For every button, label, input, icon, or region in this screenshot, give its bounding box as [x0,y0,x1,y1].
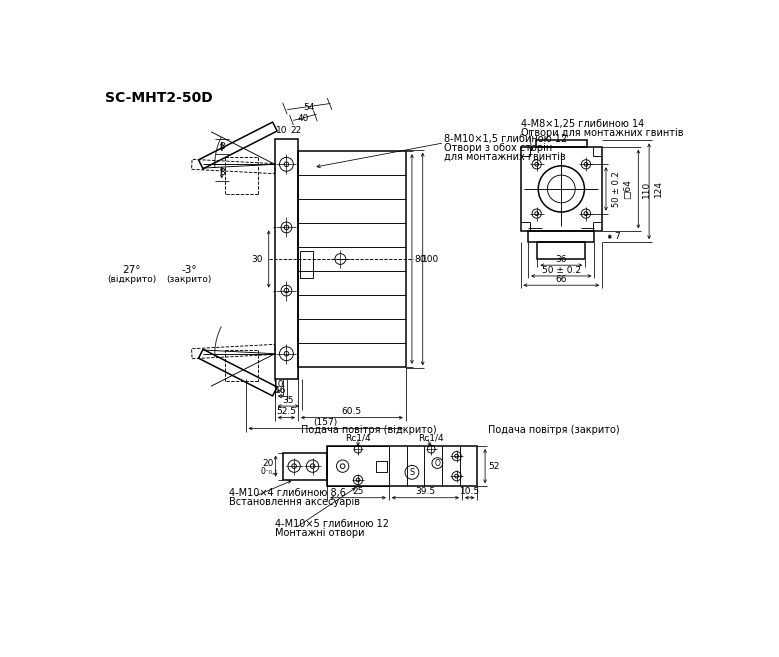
Text: 124: 124 [654,181,663,198]
Text: Подача повітря (закрито): Подача повітря (закрито) [488,425,619,435]
Text: 20: 20 [263,459,273,468]
Text: -3°: -3° [182,265,197,275]
Text: 8-M10×1,5 глибиною 12: 8-M10×1,5 глибиною 12 [444,134,568,144]
Text: 10: 10 [273,380,284,389]
Text: 60.5: 60.5 [342,407,362,416]
Text: 10.5: 10.5 [460,487,480,496]
Text: 4-M8×1,25 глибиною 14: 4-M8×1,25 глибиною 14 [521,118,644,129]
Text: O: O [435,459,440,468]
Text: S: S [409,468,414,477]
Bar [298,151,406,367]
Bar [275,139,298,379]
Text: Подача повітря (відкрито): Подача повітря (відкрито) [301,425,437,435]
Bar [536,141,587,147]
Text: 22: 22 [291,126,302,135]
Bar [538,242,585,259]
Text: для монтажних гвинтів: для монтажних гвинтів [444,152,566,162]
Text: 35: 35 [282,396,294,405]
Text: 27°: 27° [122,265,141,275]
Text: 40: 40 [298,114,309,123]
Text: 4-M10×4 глибиною 8,6: 4-M10×4 глибиною 8,6 [229,488,346,498]
Text: (157): (157) [314,418,338,427]
Text: 8: 8 [220,142,225,151]
Text: Встановлення аксесуарів: Встановлення аксесуарів [229,497,360,507]
Text: 100: 100 [421,254,439,263]
Text: 66: 66 [555,275,567,284]
Text: 16: 16 [275,386,287,396]
Text: (закрито): (закрито) [167,275,212,284]
Text: □64: □64 [623,179,632,199]
Text: Отвори для монтажних гвинтів: Отвори для монтажних гвинтів [521,127,684,138]
Text: Rc1/4: Rc1/4 [345,434,371,443]
Bar [284,453,327,480]
Bar [327,446,478,486]
Bar [300,250,312,279]
Text: 8: 8 [220,168,225,177]
Text: 25: 25 [352,487,364,496]
Text: 4-M10×5 глибиною 12: 4-M10×5 глибиною 12 [275,519,389,529]
Bar [528,231,594,242]
Text: Монтажні отвори: Монтажні отвори [275,528,365,538]
Bar [375,461,386,472]
Text: 50 ± 0.2: 50 ± 0.2 [612,171,622,207]
Text: 80: 80 [414,254,425,263]
Text: 0⁻₀,₁: 0⁻₀,₁ [261,467,278,476]
Text: SC-MHT2-50D: SC-MHT2-50D [105,91,213,105]
Text: Rc1/4: Rc1/4 [418,434,444,443]
Text: 30: 30 [251,254,263,263]
Text: 110: 110 [642,180,650,198]
Bar [327,446,389,486]
Bar [520,147,602,231]
Text: 52.5: 52.5 [277,407,297,416]
Text: 7: 7 [615,232,620,241]
Text: 52: 52 [488,462,500,470]
Text: 39.5: 39.5 [416,487,436,496]
Text: 50 ± 0.2: 50 ± 0.2 [542,266,581,275]
Text: 36: 36 [555,256,567,264]
Text: 10: 10 [276,126,287,135]
Text: 54: 54 [303,103,315,112]
Text: Отвори з обох сторін: Отвори з обох сторін [444,143,552,153]
Text: (відкрито): (відкрито) [107,275,157,284]
